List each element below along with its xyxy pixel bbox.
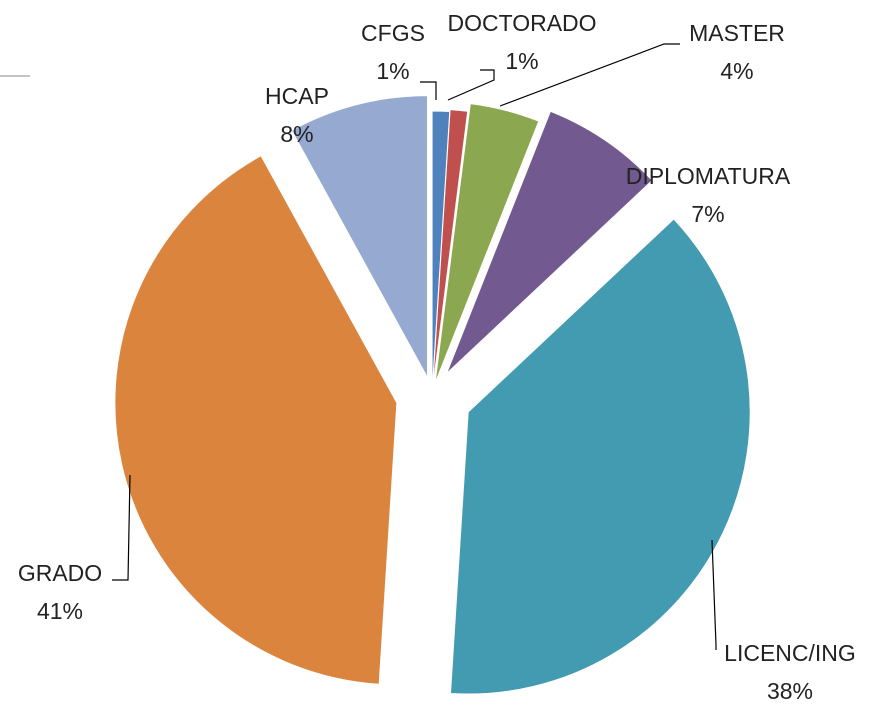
slice-value-label: 4% <box>720 58 753 84</box>
leader-line <box>447 69 495 101</box>
leader-line <box>112 474 131 581</box>
slice-value-label: 8% <box>280 121 313 147</box>
pie-slice <box>114 155 398 685</box>
slice-label: CFGS <box>361 20 425 46</box>
leader-line <box>499 43 680 107</box>
pie-slice <box>446 110 653 374</box>
slice-label: HCAP <box>265 83 329 109</box>
slice-label: DOCTORADO <box>447 10 596 36</box>
slice-label: DIPLOMATURA <box>626 163 791 189</box>
slice-value-label: 41% <box>37 598 83 624</box>
slice-label: MASTER <box>689 20 785 46</box>
slice-label: LICENC/ING <box>724 640 856 666</box>
slice-value-label: 1% <box>376 58 409 84</box>
pie-slice <box>434 103 540 384</box>
pie-slice <box>431 109 469 392</box>
leader-line <box>711 539 717 650</box>
slice-value-label: 1% <box>505 48 538 74</box>
slice-value-label: 38% <box>767 678 813 704</box>
slice-value-label: 7% <box>691 201 724 227</box>
pie-slice <box>290 95 429 378</box>
slice-label: GRADO <box>18 560 102 586</box>
pie-slice <box>449 218 751 695</box>
leader-line <box>420 81 437 100</box>
